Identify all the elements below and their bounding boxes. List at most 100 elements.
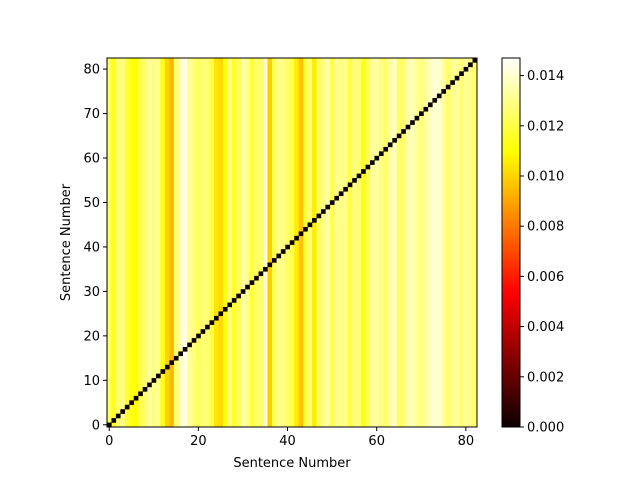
diagonal-cell bbox=[401, 129, 406, 134]
diagonal-cell bbox=[468, 62, 473, 68]
diagonal-cell bbox=[414, 115, 420, 121]
heatmap-column bbox=[151, 58, 157, 427]
heatmap-column bbox=[147, 58, 152, 427]
diagonal-cell bbox=[280, 249, 286, 254]
x-axis-ticks: 0 20 40 60 80 bbox=[105, 427, 474, 449]
diagonal-cell bbox=[276, 253, 282, 259]
heatmap-column bbox=[401, 58, 407, 427]
heatmap-column bbox=[334, 58, 340, 427]
heatmap-column bbox=[111, 58, 117, 427]
diagonal-cell bbox=[436, 93, 442, 99]
diagonal-cell bbox=[187, 342, 192, 348]
diagonal-cell bbox=[115, 413, 121, 419]
diagonal-cell bbox=[124, 404, 130, 410]
diagonal-cell bbox=[200, 329, 206, 334]
heatmap-column bbox=[209, 58, 215, 427]
diagonal-cell bbox=[294, 235, 299, 241]
plot-frame bbox=[106, 57, 478, 428]
diagonal-cell bbox=[249, 280, 255, 285]
heatmap-column bbox=[178, 58, 184, 427]
heatmap-column bbox=[187, 58, 193, 427]
diagonal-cell bbox=[147, 382, 152, 388]
diagonal-cell bbox=[423, 106, 429, 112]
diagonal-cell bbox=[334, 195, 340, 201]
y-tick-label: 10 bbox=[83, 374, 100, 389]
heatmap-column bbox=[294, 58, 300, 427]
diagonal-cell bbox=[236, 293, 241, 299]
heatmap-column bbox=[173, 58, 179, 427]
heatmap-column bbox=[129, 58, 135, 427]
heatmap-column bbox=[156, 58, 161, 427]
heatmap-column bbox=[436, 58, 442, 427]
heatmap-column bbox=[405, 58, 411, 427]
heatmap-column bbox=[414, 58, 420, 427]
heatmap-column bbox=[164, 58, 170, 427]
heatmap-column bbox=[213, 58, 219, 427]
diagonal-cell bbox=[307, 222, 313, 228]
diagonal-cell bbox=[320, 209, 326, 214]
heatmap-column bbox=[383, 58, 389, 427]
diagonal-cell bbox=[356, 173, 362, 179]
diagonal-cell bbox=[352, 178, 357, 183]
heatmap-column bbox=[245, 58, 251, 427]
diagonal-cell bbox=[361, 169, 366, 174]
heatmap-column bbox=[160, 58, 166, 427]
y-tick-label: 80 bbox=[83, 63, 100, 78]
heatmap-column bbox=[142, 58, 148, 427]
diagonal-cell bbox=[432, 98, 438, 103]
diagonal-cell bbox=[245, 284, 250, 290]
y-axis-ticks: 0 10 20 30 40 50 60 70 80 bbox=[83, 63, 107, 433]
heatmap-column bbox=[419, 58, 424, 427]
heatmap-column bbox=[365, 58, 371, 427]
x-tick-label: 0 bbox=[105, 434, 113, 449]
diagonal-cell bbox=[120, 409, 126, 414]
diagonal-cell bbox=[370, 160, 375, 165]
heatmap-column bbox=[196, 58, 202, 427]
diagonal-cell bbox=[472, 58, 478, 63]
diagonal-cell bbox=[164, 364, 170, 370]
diagonal-cell bbox=[169, 360, 175, 365]
heatmap-column bbox=[312, 58, 317, 427]
heatmap-column bbox=[378, 58, 384, 427]
diagonal-cell bbox=[213, 315, 219, 321]
diagonal-cell bbox=[365, 164, 371, 170]
diagonal-cell bbox=[209, 320, 215, 325]
colorbar-tick-label: 0.006 bbox=[527, 270, 564, 285]
y-tick-label: 30 bbox=[83, 285, 100, 300]
diagonal-cell bbox=[111, 418, 117, 423]
colorbar bbox=[501, 57, 521, 428]
diagonal-cell bbox=[289, 240, 295, 245]
diagonal-cell bbox=[258, 271, 264, 277]
diagonal-cell bbox=[240, 289, 246, 294]
y-tick-label: 60 bbox=[83, 152, 100, 167]
y-tick-label: 70 bbox=[83, 107, 100, 122]
heatmap-column bbox=[392, 58, 398, 427]
diagonal-cell bbox=[227, 302, 233, 308]
diagonal-cell bbox=[138, 391, 143, 397]
diagonal-cell bbox=[419, 111, 424, 116]
heatmap-column bbox=[361, 58, 366, 427]
heatmap-column bbox=[387, 58, 393, 427]
y-axis-label: Sentence Number bbox=[59, 183, 74, 301]
heatmap-column bbox=[432, 58, 438, 427]
diagonal-cell bbox=[254, 275, 259, 281]
diagonal-cell bbox=[271, 258, 277, 263]
colorbar-tick-label: 0.010 bbox=[527, 169, 564, 184]
colorbar-tick-label: 0.012 bbox=[527, 119, 564, 134]
diagonal-cell bbox=[405, 124, 411, 130]
heatmap-column bbox=[472, 58, 478, 427]
diagonal-cell bbox=[387, 142, 393, 148]
heatmap-column bbox=[298, 58, 304, 427]
diagonal-cell bbox=[191, 338, 197, 343]
heatmap-column bbox=[133, 58, 139, 427]
heatmap-column bbox=[231, 58, 237, 427]
heatmap-column bbox=[396, 58, 402, 427]
heatmap-column bbox=[115, 58, 121, 427]
heatmap-column bbox=[267, 58, 273, 427]
heatmap-column bbox=[374, 58, 380, 427]
y-tick-label: 40 bbox=[83, 240, 100, 255]
heatmap-column bbox=[258, 58, 264, 427]
diagonal-cell bbox=[312, 218, 317, 223]
heatmap-column bbox=[347, 58, 353, 427]
diagonal-cell bbox=[303, 226, 308, 232]
